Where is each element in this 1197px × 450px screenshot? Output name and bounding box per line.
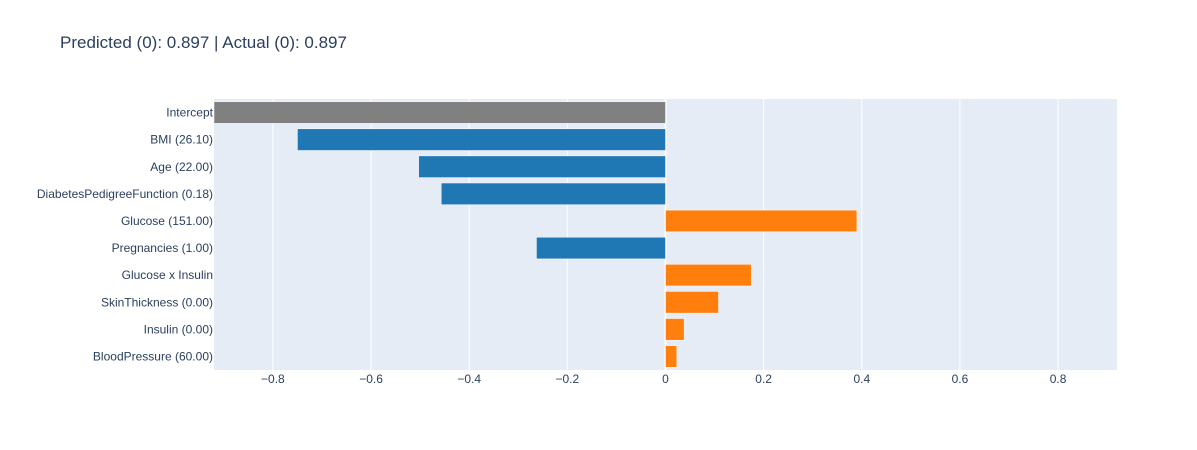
- x-tick-labels: −0.8 −0.6 −0.4 −0.2 0 0.2 0.4 0.6 0.8: [261, 372, 1067, 386]
- y-tick-label: Pregnancies (1.00): [112, 241, 213, 255]
- y-tick-label: Glucose x Insulin: [122, 268, 213, 282]
- y-tick-labels: Intercept BMI (26.10) Age (22.00) DiabetesP…: [37, 106, 214, 364]
- y-tick-label: Insulin (0.00): [144, 322, 213, 336]
- x-tick-label: 0.4: [853, 372, 870, 386]
- x-tick-label: −0.6: [359, 372, 383, 386]
- y-tick-label: Glucose (151.00): [121, 214, 213, 228]
- x-tick-label: −0.2: [555, 372, 579, 386]
- bar: [665, 264, 752, 287]
- y-tick-label: BMI (26.10): [150, 133, 213, 147]
- x-tick-label: −0.4: [457, 372, 481, 386]
- x-tick-label: 0.8: [1050, 372, 1067, 386]
- bar: [536, 236, 666, 260]
- bar: [665, 318, 685, 341]
- bar: [665, 291, 719, 314]
- y-tick-label: SkinThickness (0.00): [101, 295, 213, 309]
- bar: [665, 209, 858, 233]
- bar: [418, 155, 666, 178]
- bar: [213, 101, 666, 124]
- x-tick-label: 0.6: [952, 372, 969, 386]
- chart-title: Predicted (0): 0.897 | Actual (0): 0.897: [60, 33, 347, 52]
- x-tick-label: 0.2: [755, 372, 772, 386]
- y-tick-label: DiabetesPedigreeFunction (0.18): [37, 187, 213, 201]
- bar: [665, 345, 678, 368]
- bar: [297, 128, 666, 151]
- bars: [213, 101, 858, 368]
- y-tick-label: Age (22.00): [150, 160, 213, 174]
- x-tick-label: 0: [662, 372, 669, 386]
- y-tick-label: Intercept: [166, 106, 213, 120]
- y-tick-label: BloodPressure (60.00): [93, 349, 213, 363]
- x-tick-label: −0.8: [261, 372, 285, 386]
- bar: [440, 182, 666, 205]
